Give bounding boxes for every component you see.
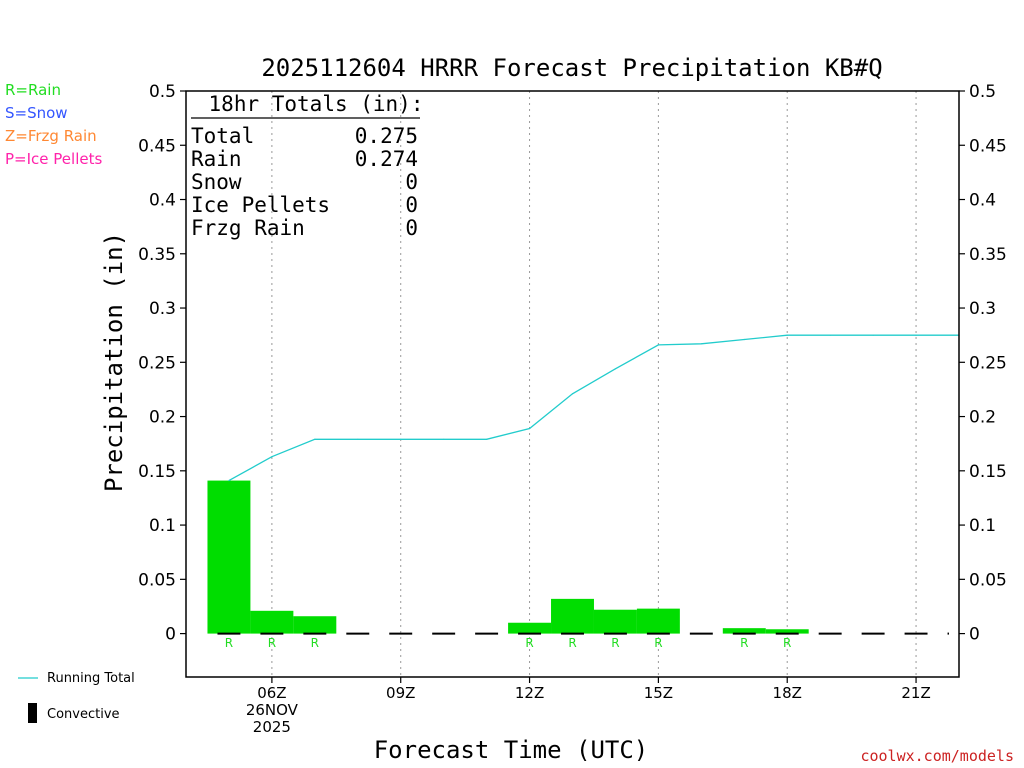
y-axis-left: 0 0.05 0.1 0.15 0.2 0.25 0.3 0.35 0.4 0.45 0.5 xyxy=(138,82,186,645)
x-tick-label-18z: 18Z xyxy=(773,684,802,702)
y-tick-label-right-0.3: 0.3 xyxy=(969,299,996,319)
legend-frzg-rain: Z=Frzg Rain xyxy=(5,127,97,145)
running-total-point-17 xyxy=(743,338,745,341)
totals-value-frzg-rain: 0 xyxy=(405,216,418,240)
y-axis-right: 0 0.05 0.1 0.15 0.2 0.25 0.3 0.35 0.4 0.45 0.5 xyxy=(959,82,1007,645)
y-tick-label-left-0.35: 0.35 xyxy=(138,245,176,265)
bar-type-label-6.5-7.5: R xyxy=(311,636,319,650)
x-axis-label: Forecast Time (UTC) xyxy=(374,736,649,764)
bar-6.5-7.5 xyxy=(293,616,337,634)
x-tick-label-06z: 06Z xyxy=(257,684,286,702)
bar-type-label-11.5-12.5: R xyxy=(525,636,533,650)
totals-label-rain: Rain xyxy=(191,147,242,171)
y-tick-label-left-0.1: 0.1 xyxy=(149,516,176,536)
running-total-point-05 xyxy=(228,479,230,482)
running-total-point-21 xyxy=(915,334,917,336)
x-tick-label-09z: 09Z xyxy=(386,684,415,702)
chart-title: 2025112604 HRRR Forecast Precipitation K… xyxy=(261,54,882,82)
legend-ice-pellets: P=Ice Pellets xyxy=(5,150,102,168)
bar-16.5-17.5 xyxy=(722,628,766,634)
legend-running-total: Running Total xyxy=(47,671,135,686)
bar-12.5-13.5 xyxy=(551,598,594,634)
running-total-point-19 xyxy=(829,334,831,336)
totals-box: 18hr Totals (in): Total 0.275 Rain 0.274… xyxy=(191,92,423,240)
running-total-point-07 xyxy=(314,438,316,440)
bar-4.5-5.5 xyxy=(207,480,251,634)
plot-frame xyxy=(185,90,960,678)
y-tick-label-left-0.3: 0.3 xyxy=(149,299,176,319)
running-total-point-15 xyxy=(657,344,659,346)
bar-type-label-14.5-15.5: R xyxy=(654,636,662,650)
y-tick-label-right-0.35: 0.35 xyxy=(969,245,1007,265)
watermark: coolwx.com/models xyxy=(860,747,1014,765)
running-total-point-11 xyxy=(486,438,488,440)
bar-14.5-15.5 xyxy=(636,608,680,634)
bar-type-label-12.5-13.5: R xyxy=(568,636,576,650)
bar-13.5-14.5 xyxy=(593,609,637,634)
y-tick-label-left-0.05: 0.05 xyxy=(138,570,176,590)
running-total-line xyxy=(228,334,959,482)
running-total-point-09 xyxy=(400,438,402,440)
y-tick-label-left-0.2: 0.2 xyxy=(149,408,176,428)
totals-value-total: 0.275 xyxy=(355,124,418,148)
totals-value-rain: 0.274 xyxy=(355,147,418,171)
running-total-point-12 xyxy=(528,427,531,430)
x-tick-label-06z-line2: 26NOV xyxy=(246,701,299,719)
running-total-point-16 xyxy=(700,343,702,345)
y-tick-label-right-0: 0 xyxy=(969,625,980,645)
x-tick-label-12z: 12Z xyxy=(515,684,544,702)
x-tick-label-15z: 15Z xyxy=(644,684,673,702)
bar-type-label-5.5-6.5: R xyxy=(268,636,276,650)
running-total-point-13 xyxy=(571,393,574,395)
x-tick-label-06z-line3: 2025 xyxy=(253,718,291,736)
y-tick-label-left-0.15: 0.15 xyxy=(138,462,176,482)
y-tick-label-right-0.25: 0.25 xyxy=(969,353,1007,373)
bar-11.5-12.5 xyxy=(508,622,552,634)
legend-convective: Convective xyxy=(47,707,120,722)
running-total-point-06 xyxy=(271,456,273,458)
totals-value-ice-pellets: 0 xyxy=(405,193,418,217)
bar-17.5-18.5 xyxy=(765,629,809,634)
legend-snow: S=Snow xyxy=(5,104,68,122)
totals-label-ice-pellets: Ice Pellets xyxy=(191,193,330,217)
y-tick-label-left-0.45: 0.45 xyxy=(138,136,176,156)
totals-value-snow: 0 xyxy=(405,170,418,194)
bar-type-label-17.5-18.5: R xyxy=(783,636,791,650)
y-tick-label-right-0.5: 0.5 xyxy=(969,82,996,102)
y-tick-label-left-0.25: 0.25 xyxy=(138,353,176,373)
y-tick-label-right-0.1: 0.1 xyxy=(969,516,996,536)
running-total-point-10 xyxy=(443,438,445,440)
totals-heading: 18hr Totals (in): xyxy=(209,92,424,116)
y-tick-label-right-0.2: 0.2 xyxy=(969,408,996,428)
legend-rain: R=Rain xyxy=(5,81,61,99)
y-axis-label: Precipitation (in) xyxy=(100,232,128,492)
y-tick-label-right-0.15: 0.15 xyxy=(969,462,1007,482)
y-tick-label-left-0.5: 0.5 xyxy=(149,82,176,102)
running-total-point-14 xyxy=(614,368,617,370)
totals-label-frzg-rain: Frzg Rain xyxy=(191,216,305,240)
bar-type-label-4.5-5.5: R xyxy=(225,636,233,650)
x-tick-label-21z: 21Z xyxy=(901,684,930,702)
y-tick-label-right-0.05: 0.05 xyxy=(969,570,1007,590)
legend-convective-swatch xyxy=(28,703,37,723)
totals-label-total: Total xyxy=(191,124,254,148)
y-tick-label-left-0: 0 xyxy=(165,625,176,645)
y-tick-label-right-0.4: 0.4 xyxy=(969,191,996,211)
bar-type-label-16.5-17.5: R xyxy=(740,636,748,650)
running-total-point-08 xyxy=(357,438,359,440)
totals-label-snow: Snow xyxy=(191,170,242,194)
bar-5.5-6.5 xyxy=(250,610,294,634)
running-total-series xyxy=(228,334,960,482)
plot-border xyxy=(185,90,960,678)
y-tick-label-right-0.45: 0.45 xyxy=(969,136,1007,156)
bar-type-label-13.5-14.5: R xyxy=(611,636,619,650)
grid xyxy=(271,91,917,677)
y-tick-label-left-0.4: 0.4 xyxy=(149,191,176,211)
running-total-point-18 xyxy=(786,334,788,336)
running-total-point-20 xyxy=(872,334,874,336)
